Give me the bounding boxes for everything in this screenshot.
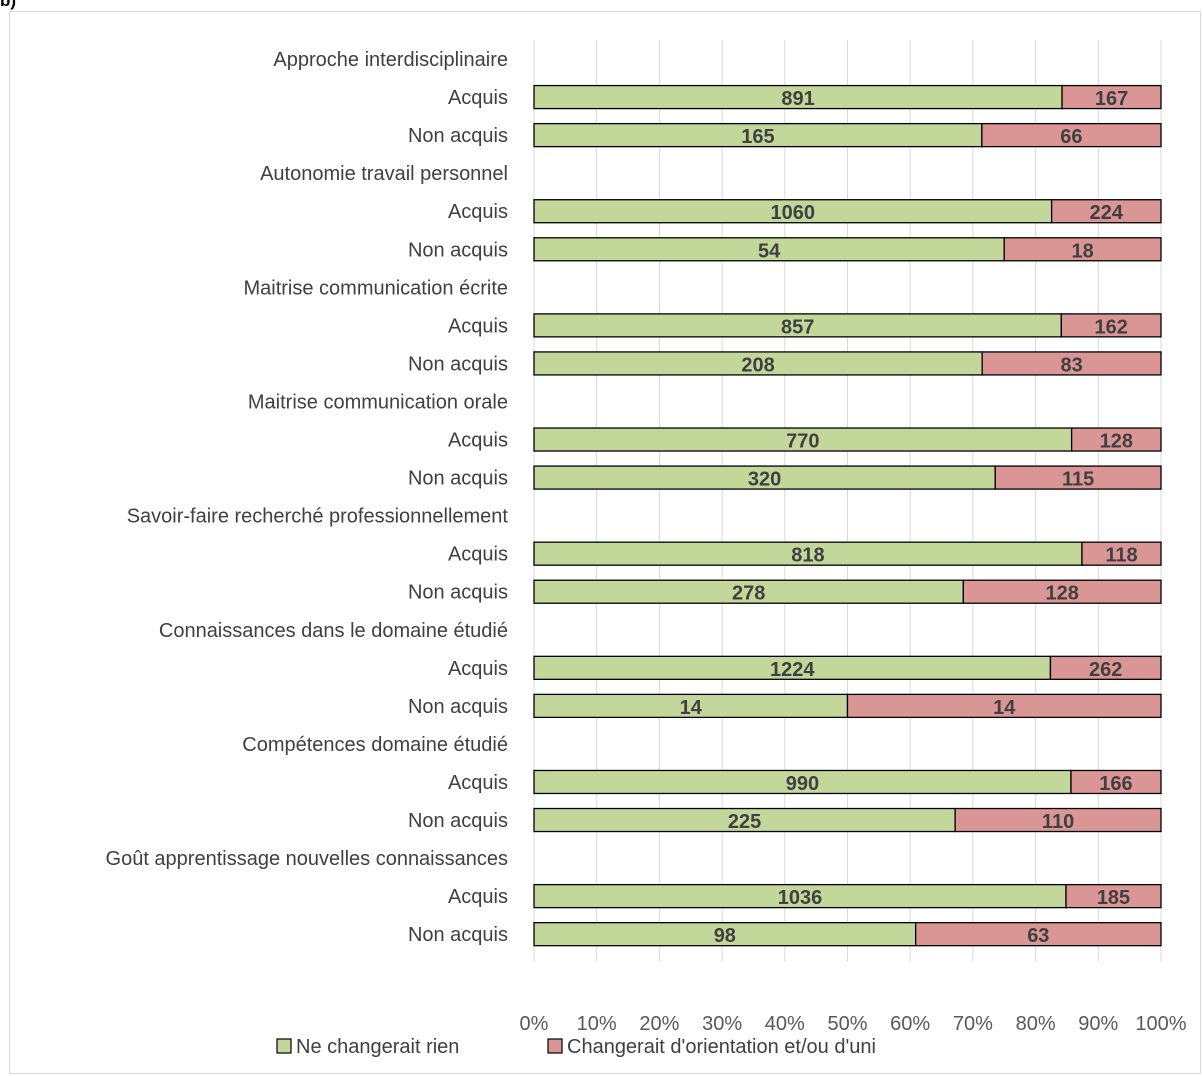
data-label: 818 bbox=[791, 545, 824, 567]
data-label: 110 bbox=[1042, 811, 1074, 833]
bar-segment-changerait bbox=[962, 579, 1162, 604]
x-tick-label: 20% bbox=[639, 1013, 679, 1035]
data-label: 14 bbox=[993, 697, 1016, 719]
data-label: 770 bbox=[786, 431, 819, 453]
data-label: 225 bbox=[728, 811, 761, 833]
row-label: Non acquis bbox=[408, 353, 508, 375]
panel-label: b) bbox=[0, 0, 17, 10]
data-label: 165 bbox=[741, 126, 774, 148]
data-label: 262 bbox=[1089, 659, 1122, 681]
row-label: Non acquis bbox=[408, 239, 508, 261]
data-label: 128 bbox=[1100, 431, 1133, 453]
group-label: Approche interdisciplinaire bbox=[273, 49, 508, 71]
legend-label: Ne changerait rien bbox=[296, 1036, 459, 1058]
x-tick-label: 40% bbox=[765, 1013, 805, 1035]
bar-segment-changerait bbox=[1070, 769, 1162, 795]
data-label: 66 bbox=[1060, 126, 1082, 148]
bar-segment-changerait bbox=[846, 693, 1162, 719]
data-label: 128 bbox=[1045, 583, 1078, 605]
row-label: Acquis bbox=[448, 886, 508, 908]
legend-swatch bbox=[547, 1038, 563, 1054]
data-label: 166 bbox=[1099, 773, 1132, 795]
x-tick-label: 90% bbox=[1078, 1013, 1118, 1035]
group-label: Maitrise communication écrite bbox=[243, 277, 508, 299]
row-label: Acquis bbox=[448, 430, 508, 452]
bar-segment-changerait bbox=[1061, 84, 1162, 110]
x-tick-label: 70% bbox=[953, 1013, 993, 1035]
data-label: 857 bbox=[781, 316, 814, 338]
bar-segment-changerait bbox=[1081, 541, 1162, 566]
data-label: 115 bbox=[1062, 469, 1094, 491]
x-tick-label: 30% bbox=[702, 1013, 742, 1035]
data-label: 990 bbox=[786, 773, 819, 795]
data-label: 891 bbox=[781, 88, 814, 110]
bar-segment-changerait bbox=[1060, 313, 1162, 338]
data-label: 14 bbox=[680, 697, 703, 719]
bar-segment-changerait bbox=[1049, 655, 1162, 680]
x-tick-label: 60% bbox=[890, 1013, 930, 1035]
data-label: 1036 bbox=[778, 887, 823, 909]
group-label: Connaissances dans le domaine étudié bbox=[159, 620, 508, 642]
data-label: 63 bbox=[1027, 925, 1049, 947]
bar-segment-changerait bbox=[994, 465, 1162, 490]
group-label: Savoir-faire recherché professionnelleme… bbox=[127, 506, 509, 528]
row-label: Non acquis bbox=[408, 924, 508, 946]
data-label: 278 bbox=[732, 583, 765, 605]
x-tick-label: 10% bbox=[577, 1013, 617, 1035]
data-label: 83 bbox=[1060, 354, 1082, 376]
row-label: Non acquis bbox=[408, 696, 508, 718]
row-label: Non acquis bbox=[408, 468, 508, 490]
group-label: Maitrise communication orale bbox=[248, 391, 508, 413]
data-label: 185 bbox=[1097, 887, 1130, 909]
row-label: Acquis bbox=[448, 315, 508, 337]
data-label: 320 bbox=[748, 469, 781, 491]
bar-segment-changerait bbox=[1050, 199, 1162, 224]
group-label: Compétences domaine étudié bbox=[242, 734, 508, 756]
x-tick-label: 80% bbox=[1016, 1013, 1056, 1035]
x-tick-label: 100% bbox=[1135, 1013, 1186, 1035]
bar-segment-changerait bbox=[1070, 427, 1162, 452]
data-label: 162 bbox=[1094, 316, 1127, 338]
group-label: Goût apprentissage nouvelles connaissanc… bbox=[106, 848, 508, 870]
bar-segment-changerait bbox=[954, 807, 1162, 833]
data-label: 1224 bbox=[770, 659, 815, 681]
legend-label: Changerait d'orientation et/ou d'uni bbox=[567, 1036, 876, 1058]
data-label: 98 bbox=[714, 925, 736, 947]
data-label: 118 bbox=[1105, 545, 1137, 567]
bar-segment-changerait bbox=[915, 922, 1162, 947]
row-label: Acquis bbox=[448, 658, 508, 680]
data-label: 224 bbox=[1090, 202, 1124, 224]
data-label: 208 bbox=[741, 354, 774, 376]
row-label: Non acquis bbox=[408, 125, 508, 147]
data-label: 167 bbox=[1095, 88, 1128, 110]
chart-frame bbox=[9, 11, 1201, 1074]
row-label: Acquis bbox=[448, 772, 508, 794]
row-label: Acquis bbox=[448, 544, 508, 566]
bar-segment-changerait bbox=[981, 351, 1162, 376]
bar-segment-changerait bbox=[1065, 883, 1162, 909]
data-label: 54 bbox=[758, 240, 781, 262]
x-tick-label: 0% bbox=[520, 1013, 549, 1035]
group-label: Autonomie travail personnel bbox=[260, 163, 508, 185]
data-label: 1060 bbox=[771, 202, 816, 224]
data-label: 18 bbox=[1072, 240, 1094, 262]
row-label: Non acquis bbox=[408, 810, 508, 832]
bar-segment-changerait bbox=[1003, 237, 1162, 262]
row-label: Non acquis bbox=[408, 582, 508, 604]
row-label: Acquis bbox=[448, 201, 508, 223]
x-tick-label: 50% bbox=[827, 1013, 867, 1035]
row-label: Acquis bbox=[448, 87, 508, 109]
legend-swatch bbox=[276, 1038, 292, 1054]
bar-segment-changerait bbox=[981, 122, 1162, 148]
